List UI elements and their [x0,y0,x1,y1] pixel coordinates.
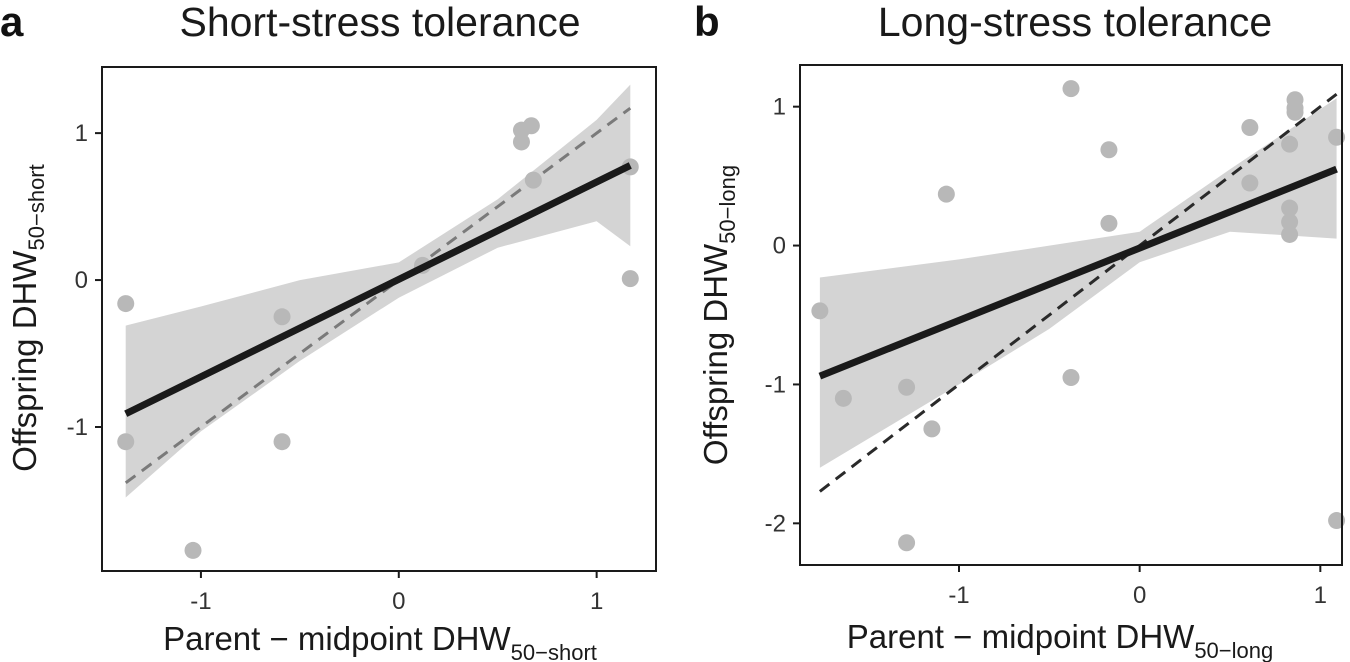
plot-frame [799,64,1343,566]
data-point [512,133,530,151]
data-point [1286,103,1304,121]
data-point [621,270,639,288]
y-axis-label: Offspring DHW50−long [697,165,740,465]
data-point [184,541,202,559]
y-tick-label: 1 [773,94,786,121]
panel-letter: b [694,0,720,45]
y-tick-label: -1 [67,414,88,441]
y-axis-label-subscript: 50−short [24,164,49,250]
y-tick-label: 1 [75,120,88,147]
y-axis-label: Offspring DHW50−short [6,164,49,472]
y-tick-label: -2 [765,510,786,537]
x-tick-label: -1 [948,582,969,609]
x-tick-label: 0 [1133,582,1146,609]
fit-line [124,162,632,417]
y-tick-label: 0 [75,267,88,294]
data-point [898,378,916,396]
data-point [834,389,852,407]
x-axis-label-main: Parent − midpoint DHW [847,618,1195,655]
reference-line [818,92,1338,493]
data-point [522,117,540,135]
data-point [898,534,916,552]
y-tick-label: 0 [773,233,786,260]
x-axis-label-subscript: 50−long [1194,638,1273,662]
data-point [1328,128,1346,146]
data-point [1328,512,1346,530]
reference-line [124,106,632,485]
y-axis-label-main: Offspring DHW [697,243,734,465]
x-tick-label: 1 [1314,582,1327,609]
panel-a: a Short-stress tolerance -1 0 1 -1 0 1 Paren… [0,0,657,662]
data-point [117,433,135,451]
data-point [1100,214,1118,232]
data-point [1100,141,1118,159]
y-tick-label: -1 [765,371,786,398]
chart-title: Long-stress tolerance [878,0,1272,45]
data-point [1281,225,1299,243]
x-tick-label: 1 [590,588,603,615]
data-point [1281,213,1299,231]
data-point [1281,199,1299,217]
x-axis-label-subscript: 50−short [511,640,597,662]
panel-letter: a [0,0,24,45]
x-axis-label-main: Parent − midpoint DHW [163,620,511,657]
data-point [923,420,941,438]
data-point [1062,369,1080,386]
fit-line [818,165,1338,380]
chart-title: Short-stress tolerance [179,0,580,45]
data-point [1281,135,1299,153]
panel-b: b Long-stress tolerance -1 0 1 -2 -1 0 1 Pare… [694,0,1346,662]
data-point [811,302,829,320]
confidence-band [819,98,1337,468]
x-tick-label: -1 [190,588,211,615]
x-axis-label: Parent − midpoint DHW50−long [847,618,1273,662]
data-point [117,295,135,313]
data-point [1062,80,1080,98]
data-point [937,185,955,203]
x-tick-label: 0 [392,588,405,615]
plot-frame [101,66,657,572]
x-axis-label: Parent − midpoint DHW50−short [163,620,597,662]
data-point [1241,119,1259,136]
data-point [524,171,542,189]
y-axis-label-subscript: 50−long [715,165,740,244]
data-point [1241,174,1259,192]
y-axis-label-main: Offspring DHW [6,250,43,472]
data-point [273,308,291,326]
data-point [273,433,291,451]
